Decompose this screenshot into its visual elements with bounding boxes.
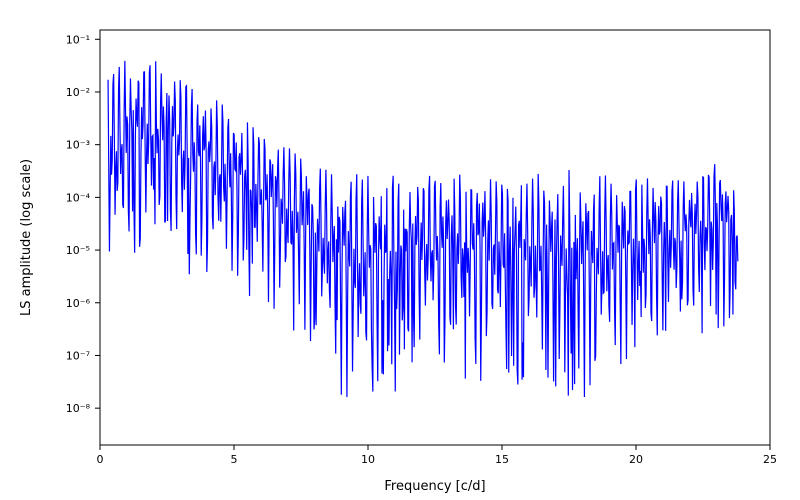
y-tick-label: 10⁻⁶: [66, 297, 91, 310]
y-tick-label: 10⁻⁷: [66, 349, 90, 362]
y-tick-label: 10⁻⁴: [66, 191, 91, 204]
x-axis-label: Frequency [c/d]: [384, 479, 485, 494]
x-tick-label: 20: [629, 453, 643, 466]
y-tick-label: 10⁻³: [66, 139, 90, 152]
periodogram-chart: 0 5 10 15 20 25 10⁻⁸ 10⁻⁷ 10⁻⁶ 10⁻⁵ 10⁻⁴ 10⁻³ 10⁻² 10…: [0, 0, 800, 500]
x-tick-label: 10: [361, 453, 375, 466]
y-axis-label: LS amplitude (log scale): [19, 159, 34, 316]
y-tick-label: 10⁻²: [66, 86, 90, 99]
x-tick-label: 15: [495, 453, 509, 466]
y-tick-label: 10⁻⁵: [66, 244, 90, 257]
chart-svg: 0 5 10 15 20 25 10⁻⁸ 10⁻⁷ 10⁻⁶ 10⁻⁵ 10⁻⁴ 10⁻³ 10⁻² 10…: [0, 0, 800, 500]
x-tick-label: 25: [763, 453, 777, 466]
y-tick-label: 10⁻⁸: [66, 402, 91, 415]
x-tick-label: 0: [97, 453, 104, 466]
x-tick-label: 5: [231, 453, 238, 466]
y-tick-label: 10⁻¹: [66, 33, 90, 46]
